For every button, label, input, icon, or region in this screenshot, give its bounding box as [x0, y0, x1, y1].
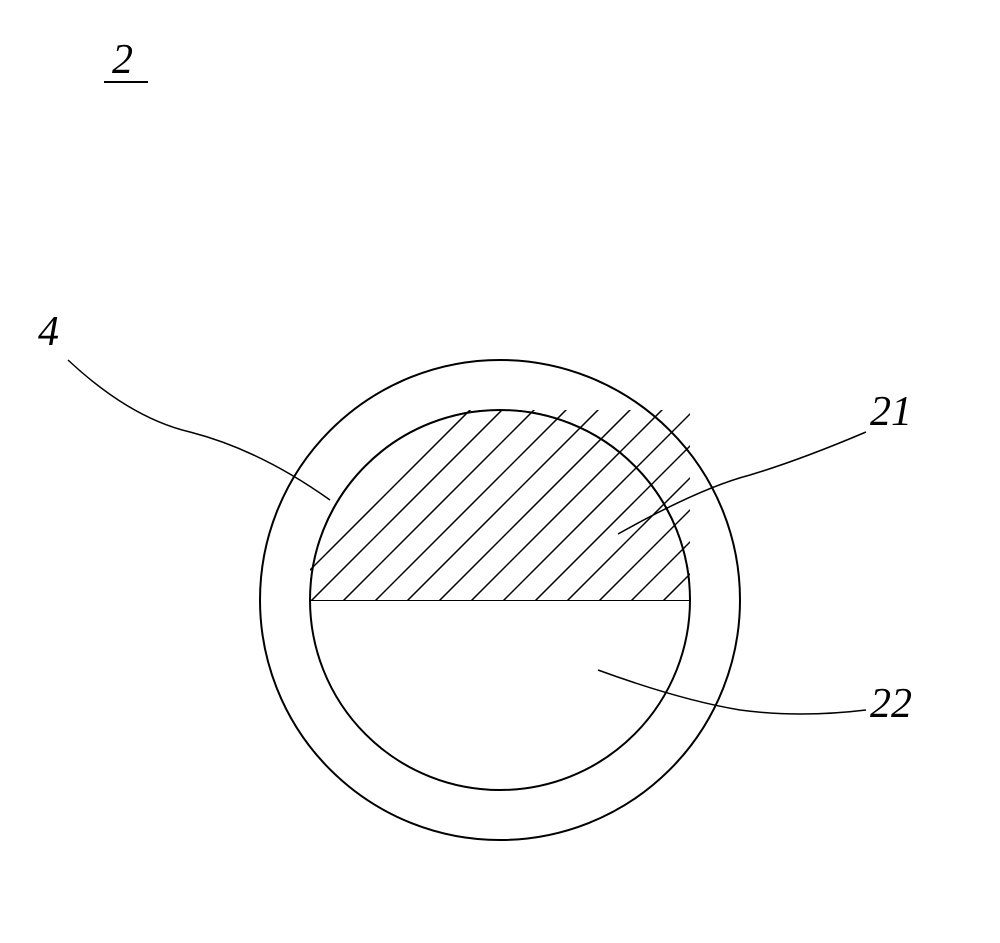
- hatched-region-21: [260, 400, 864, 790]
- leader-22: [598, 670, 866, 714]
- diagram-svg: [0, 0, 1000, 943]
- label-22: 22: [870, 680, 912, 728]
- label-4: 4: [38, 308, 59, 356]
- label-21: 21: [870, 388, 912, 436]
- figure-ref-label: 2: [112, 36, 133, 84]
- leader-4: [68, 360, 330, 500]
